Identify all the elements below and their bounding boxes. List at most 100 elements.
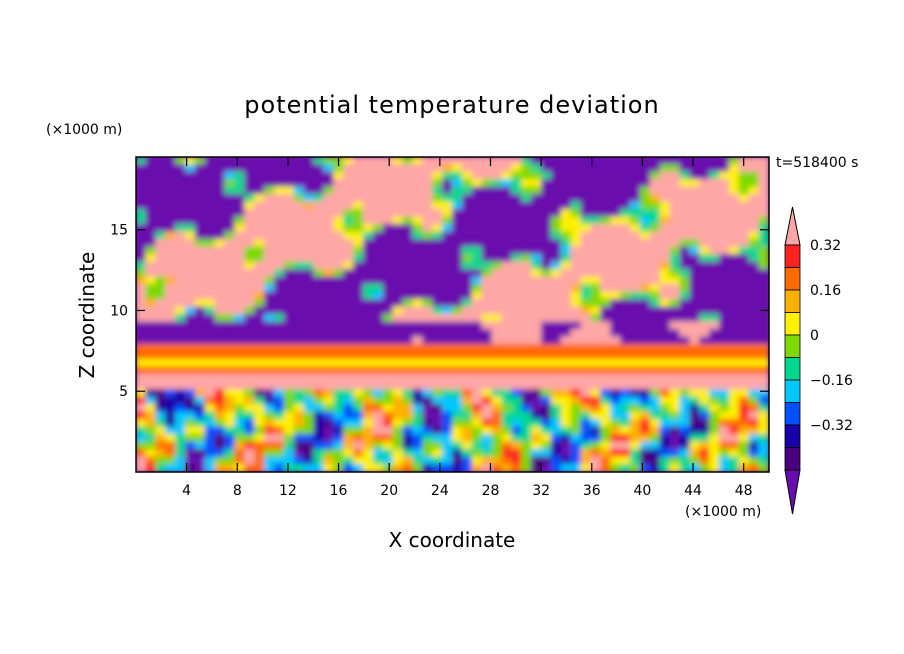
contour-cell <box>175 381 186 390</box>
contour-cell <box>254 411 266 420</box>
contour-cell <box>531 306 543 315</box>
contour-cell <box>511 396 523 405</box>
contour-cell <box>214 314 226 323</box>
contour-cell <box>194 464 206 472</box>
contour-cell <box>323 321 335 330</box>
contour-cell <box>432 299 444 308</box>
contour-cell <box>175 276 186 285</box>
contour-cell <box>719 276 730 285</box>
contour-cell <box>323 449 335 458</box>
contour-cell <box>689 194 701 203</box>
contour-cell <box>273 201 285 210</box>
contour-cell <box>630 209 641 218</box>
contour-cell <box>362 186 374 195</box>
contour-cell <box>392 224 404 233</box>
contour-cell <box>491 194 503 203</box>
contour-cell <box>481 201 493 210</box>
contour-cell <box>748 404 760 413</box>
contour-cell <box>214 201 226 210</box>
contour-cell <box>293 329 305 338</box>
contour-cell <box>382 456 394 465</box>
contour-cell <box>353 284 364 293</box>
contour-cell <box>343 299 355 308</box>
contour-cell <box>234 306 246 315</box>
contour-cell <box>442 359 453 368</box>
contour-cell <box>659 291 671 300</box>
contour-cell <box>234 419 246 428</box>
contour-cell <box>402 366 414 375</box>
contour-cell <box>303 194 315 203</box>
contour-cell <box>165 254 177 263</box>
contour-cell <box>590 396 602 405</box>
contour-cell <box>471 231 483 240</box>
contour-cell <box>313 254 325 263</box>
contour-cell <box>610 246 622 255</box>
contour-cell <box>719 157 730 165</box>
contour-cell <box>521 231 533 240</box>
contour-cell <box>620 261 632 270</box>
contour-cell <box>461 186 473 195</box>
contour-cell <box>452 456 463 465</box>
contour-cell <box>194 351 206 360</box>
contour-cell <box>452 329 463 338</box>
contour-cell <box>412 389 424 398</box>
contour-cell <box>204 306 216 315</box>
contour-cell <box>471 179 483 188</box>
contour-cell <box>283 224 295 233</box>
contour-cell <box>679 389 691 398</box>
contour-cell <box>620 314 632 323</box>
contour-cell <box>639 261 651 270</box>
contour-cell <box>600 419 612 428</box>
contour-cell <box>382 389 394 398</box>
contour-cell <box>204 201 216 210</box>
contour-cell <box>422 284 434 293</box>
contour-cell <box>432 269 444 278</box>
contour-cell <box>541 456 552 465</box>
contour-cell <box>273 419 285 428</box>
contour-cell <box>590 336 602 345</box>
contour-cell <box>639 396 651 405</box>
contour-cell <box>155 359 167 368</box>
contour-cell <box>699 426 711 435</box>
contour-cell <box>461 381 473 390</box>
contour-cell <box>392 171 404 180</box>
contour-cell <box>560 201 572 210</box>
contour-cell <box>353 441 364 450</box>
contour-cell <box>136 396 147 405</box>
contour-cell <box>234 179 246 188</box>
contour-cell <box>362 284 374 293</box>
contour-cell <box>531 164 543 173</box>
contour-cell <box>184 336 196 345</box>
contour-cell <box>728 419 740 428</box>
contour-cell <box>343 449 355 458</box>
contour-cell <box>748 389 760 398</box>
contour-cell <box>491 404 503 413</box>
colorbar-top-arrow <box>784 206 801 246</box>
contour-cell <box>194 321 206 330</box>
contour-cell <box>580 441 592 450</box>
contour-cell <box>452 314 463 323</box>
contour-cell <box>630 186 641 195</box>
contour-cell <box>194 246 206 255</box>
contour-cell <box>313 164 325 173</box>
contour-cell <box>620 381 632 390</box>
contour-cell <box>639 366 651 375</box>
contour-cell <box>442 291 453 300</box>
contour-cell <box>689 359 701 368</box>
contour-cell <box>461 179 473 188</box>
contour-cell <box>412 306 424 315</box>
contour-cell <box>689 351 701 360</box>
contour-cell <box>165 306 177 315</box>
contour-cell <box>204 381 216 390</box>
contour-cell <box>432 389 444 398</box>
contour-cell <box>155 374 167 383</box>
contour-cell <box>719 411 730 420</box>
contour-cell <box>639 344 651 353</box>
contour-cell <box>699 441 711 450</box>
contour-cell <box>709 179 721 188</box>
contour-cell <box>323 284 335 293</box>
contour-cell <box>264 284 275 293</box>
contour-cell <box>392 157 404 165</box>
contour-cell <box>689 411 701 420</box>
contour-cell <box>679 426 691 435</box>
